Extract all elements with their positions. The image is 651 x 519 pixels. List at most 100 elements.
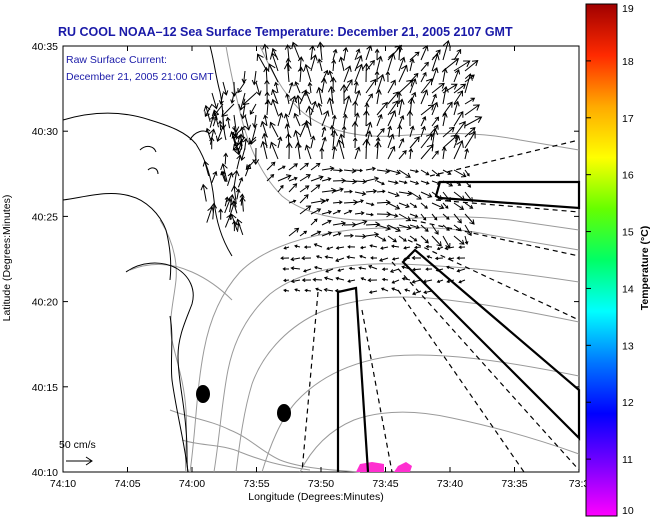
current-vector — [321, 219, 332, 226]
current-vector — [229, 213, 238, 231]
current-vector — [284, 44, 292, 61]
y-tick-label: 40:10 — [32, 467, 58, 479]
current-vector — [342, 46, 349, 61]
subtitle-line-1: Raw Surface Current: — [66, 54, 167, 66]
current-vector — [431, 82, 445, 94]
colorbar-tick-label: 13 — [622, 340, 634, 352]
current-vector — [464, 97, 476, 105]
current-vector — [271, 88, 279, 105]
current-vector — [202, 160, 210, 177]
current-vector — [236, 221, 241, 232]
current-vector — [331, 114, 337, 127]
current-vector — [409, 51, 420, 61]
colorbar-tick-label: 18 — [622, 56, 634, 68]
current-vector — [299, 174, 311, 182]
current-vector — [343, 209, 353, 215]
current-vector — [238, 92, 246, 111]
current-vector — [277, 136, 283, 149]
current-vector — [343, 65, 352, 83]
current-vector — [218, 120, 223, 131]
current-vector — [376, 55, 383, 72]
current-vector — [414, 245, 422, 250]
current-vector — [404, 288, 411, 292]
current-vector — [245, 158, 257, 170]
colorbar-tick-label: 14 — [622, 283, 634, 295]
current-vector — [458, 245, 466, 249]
current-vector — [305, 105, 314, 127]
current-vector — [376, 168, 391, 174]
current-vector — [408, 147, 414, 160]
current-vector — [227, 171, 234, 186]
current-vector — [288, 183, 298, 193]
current-vector — [420, 78, 433, 94]
current-vector — [310, 135, 316, 149]
figure-title: RU COOL NOAA–12 Sea Surface Temperature:… — [58, 25, 513, 39]
current-vector — [310, 208, 322, 215]
current-vector — [398, 79, 414, 94]
current-vector — [304, 288, 312, 293]
current-vector — [354, 146, 361, 160]
current-vector — [365, 202, 375, 207]
current-vector — [398, 180, 408, 185]
current-vector — [420, 133, 433, 149]
current-vector — [374, 70, 380, 83]
current-vector — [381, 277, 389, 282]
current-vector — [313, 243, 323, 248]
current-vector — [453, 120, 466, 138]
current-vector — [442, 126, 455, 138]
current-vector — [389, 268, 400, 273]
current-vector — [365, 188, 378, 194]
current-vector — [301, 278, 312, 283]
current-vector — [290, 266, 301, 271]
radar-radials — [301, 139, 581, 473]
current-vector — [310, 162, 321, 171]
current-vector — [387, 52, 396, 72]
current-vector — [431, 224, 439, 235]
current-vector — [310, 218, 318, 226]
current-vector — [464, 131, 476, 149]
current-vector — [409, 125, 415, 138]
current-vector — [262, 43, 269, 61]
current-vector — [244, 114, 251, 131]
current-vector — [420, 180, 430, 185]
current-vector — [347, 245, 356, 249]
current-vector — [431, 116, 440, 127]
x-axis-ticks: 74:10 74:05 74:00 73:55 73:50 73:45 73:40 73:35… — [50, 46, 589, 490]
current-vector — [442, 134, 459, 149]
current-vector — [242, 92, 257, 106]
current-vector — [431, 67, 439, 83]
current-vector — [420, 61, 429, 72]
current-vector — [352, 137, 358, 149]
current-vector — [249, 103, 257, 115]
colorbar-tick-label: 17 — [622, 113, 634, 125]
station-dot-2 — [277, 404, 291, 422]
current-vector — [283, 278, 290, 283]
current-vector — [398, 190, 413, 197]
current-vector — [409, 235, 418, 242]
current-vector — [326, 246, 334, 251]
current-vector — [335, 257, 345, 263]
current-vector — [379, 257, 389, 262]
current-vector — [409, 191, 422, 200]
current-vector — [365, 212, 374, 217]
current-vector — [365, 78, 377, 94]
current-vector — [387, 133, 395, 149]
current-vector — [464, 169, 470, 177]
current-vector — [431, 53, 440, 72]
current-vector — [387, 169, 401, 175]
current-vector — [310, 100, 318, 116]
current-vector — [376, 180, 385, 186]
current-vector — [398, 149, 407, 160]
current-vector — [453, 139, 464, 160]
x-tick-label: 73:55 — [243, 478, 269, 490]
current-vector — [387, 125, 393, 138]
current-vector — [453, 213, 462, 224]
current-vector — [315, 287, 323, 292]
y-axis-label: Latitude (Degrees:Minutes) — [1, 195, 13, 322]
current-vector — [331, 59, 337, 72]
current-vector — [211, 92, 219, 110]
current-vector — [387, 110, 397, 127]
current-vector — [330, 129, 338, 149]
current-vector — [277, 165, 286, 171]
current-vector — [464, 235, 469, 245]
